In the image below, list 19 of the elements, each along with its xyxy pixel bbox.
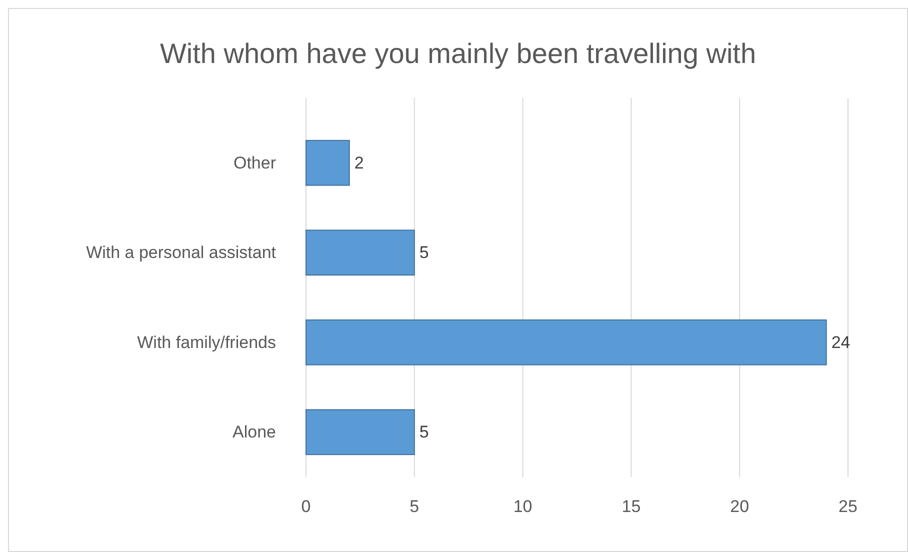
y-tick-label: Other <box>233 153 276 172</box>
y-tick-label: With family/friends <box>137 332 276 352</box>
y-tick-label: Alone <box>232 422 276 442</box>
bar <box>306 140 350 186</box>
bar <box>306 230 415 276</box>
chart-title: With whom have you mainly been travelling with <box>160 38 756 69</box>
x-tick-label: 20 <box>730 497 750 516</box>
x-tick-label: 5 <box>410 497 420 516</box>
bar <box>306 409 415 456</box>
x-tick-label: 0 <box>301 497 311 516</box>
x-tick-label: 25 <box>838 497 858 516</box>
data-label: 5 <box>419 243 429 262</box>
x-tick-label: 15 <box>622 497 641 516</box>
bar <box>306 319 827 366</box>
data-label: 5 <box>419 422 429 442</box>
data-label: 2 <box>354 153 364 172</box>
y-tick-label: With a personal assistant <box>86 243 276 262</box>
data-label: 24 <box>831 332 850 352</box>
x-tick-label: 10 <box>513 497 532 516</box>
